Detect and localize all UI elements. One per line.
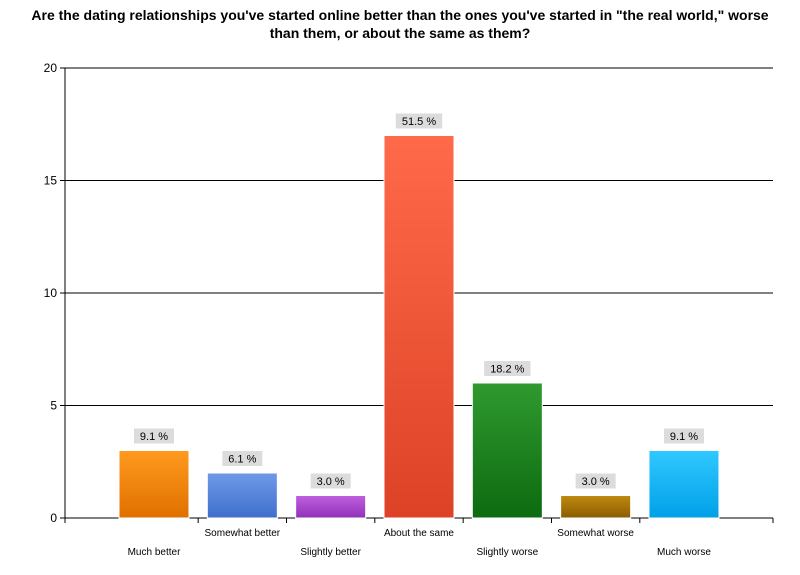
bars: [118, 135, 720, 519]
data-label-box: [663, 428, 704, 444]
category-label: Somewhat worse: [557, 528, 634, 539]
bar-4: [471, 382, 543, 519]
bar-1: [206, 472, 278, 519]
data-label: 6.1 %: [228, 454, 256, 466]
data-label-box: [575, 473, 616, 489]
labels: 0 5 10 15 20 9.1 % Much better 6.1 % Somewhat be…: [44, 61, 712, 558]
data-label: 9.1 %: [140, 431, 168, 443]
category-label: Slightly better: [300, 547, 361, 558]
data-label-box: [134, 428, 174, 444]
bar-2: [295, 495, 367, 519]
data-label: 3.0 %: [317, 476, 345, 488]
chart-title: Are the dating relationships you've star…: [31, 7, 769, 41]
data-label: 51.5 %: [402, 116, 436, 128]
data-label: 9.1 %: [670, 431, 698, 443]
data-label: 3.0 %: [582, 476, 610, 488]
data-label: 18.2 %: [490, 364, 524, 376]
y-tick-label: 10: [44, 286, 58, 300]
y-tick-label: 0: [50, 511, 57, 525]
y-tick-label: 20: [44, 61, 58, 75]
category-label: Much worse: [657, 547, 711, 558]
data-label-box: [395, 113, 443, 129]
bar-6: [648, 450, 720, 519]
category-label: Slightly worse: [476, 547, 538, 558]
y-tick-label: 15: [44, 174, 58, 188]
bar-5: [560, 495, 632, 519]
category-label: Much better: [128, 547, 181, 558]
data-label-box: [310, 473, 351, 489]
category-label: About the same: [384, 528, 454, 539]
data-label-box: [222, 451, 263, 466]
bar-0: [118, 450, 190, 519]
data-label-box: [484, 361, 531, 376]
y-tick-label: 5: [50, 399, 57, 413]
bar-3: [383, 135, 455, 519]
category-label: Somewhat better: [205, 528, 281, 539]
